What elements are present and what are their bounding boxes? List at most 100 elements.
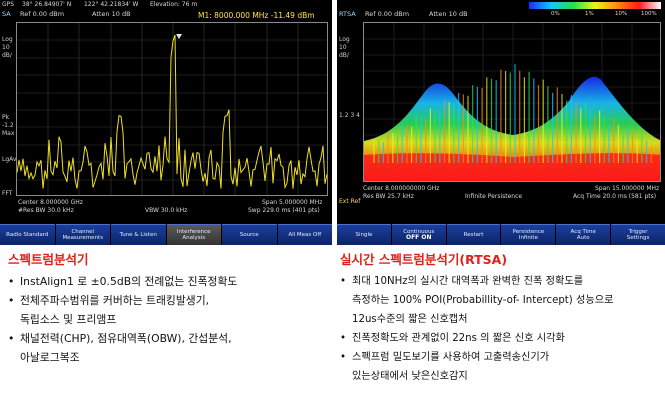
- density-spikes: [373, 64, 652, 163]
- softkey-label: Acq Time: [570, 229, 596, 235]
- feature-item: 채널전력(CHP), 점유대역폭(OBW), 간섭분석, 아날로그복조: [8, 329, 237, 367]
- softkey-persistence[interactable]: Persistence Infinite: [501, 224, 556, 245]
- sa-header-bar: SA Ref 0.00 dBm Atten 10 dB M1: 8000.000…: [0, 10, 332, 20]
- side-label: 10: [2, 44, 10, 51]
- softkey-acq-time[interactable]: Acq Time Auto: [556, 224, 611, 245]
- softkey-value: OFF ON: [405, 234, 432, 241]
- feature-text: 아날로그복조: [20, 351, 80, 364]
- sweep-time: Swp 229.0 ms (401 pts): [248, 207, 320, 214]
- softkey-trigger[interactable]: Trigger Settings: [611, 224, 665, 245]
- side-label: dB/: [339, 52, 349, 59]
- side-label: -1.2 4: [2, 122, 20, 129]
- feature-item: 전체주파수범위를 커버하는 트래킹발생기, 독립소스 및 프리앰프: [8, 291, 237, 329]
- persistence-mode: Infinite Persistence: [465, 193, 523, 200]
- attenuation: Atten 10 dB: [429, 10, 468, 18]
- sa-side-labels: Log 10 dB/ Pk -1.2 4 Max LgAv FFT: [2, 36, 19, 198]
- center-frequency: Center 8.000000000 GHz: [363, 185, 440, 192]
- marker-diamond-icon: [176, 34, 182, 39]
- side-label: Max: [2, 130, 15, 137]
- gps-elevation: Elevation: 76 m: [150, 1, 198, 8]
- left-feature-list: InstAlign1 로 ±0.5dB의 전례없는 진폭정확도 전체주파수범위를…: [8, 272, 237, 367]
- left-caption-title: 스펙트럼분석기: [8, 252, 89, 267]
- side-label: Log: [339, 36, 350, 43]
- feature-text: 있는상태에서 낮은신호감지: [352, 371, 468, 382]
- side-label: FFT: [2, 190, 13, 197]
- softkey-continuous[interactable]: Continuous OFF ON: [391, 224, 446, 245]
- frequency-span: Span 5.000000 MHz: [262, 199, 323, 206]
- sa-trace-plot[interactable]: [16, 22, 328, 196]
- ext-ref-indicator: Ext Ref: [339, 198, 361, 205]
- mode-label: RTSA: [339, 10, 356, 18]
- resolution-bandwidth: Res BW 25.7 kHz: [363, 193, 414, 200]
- spectrum-analyzer-screen: GPS 38° 26.84907' N 122° 42.21834' W Ele…: [0, 0, 332, 245]
- softkey-label: All Meas Off: [288, 232, 322, 238]
- ref-level: Ref 0.00 dBm: [20, 10, 65, 18]
- softkey-interference-analysis[interactable]: Interference Analysis: [166, 224, 221, 245]
- softkey-source[interactable]: Source: [222, 224, 277, 245]
- side-label: Pk: [2, 114, 10, 121]
- feature-text: 측정하는 100% POI(Probabillity-of- Intercept…: [352, 295, 614, 306]
- feature-text: 스펙프럼 밀도보기를 사용하여 고출력송신기가: [352, 352, 550, 363]
- softkey-value: Settings: [626, 235, 650, 241]
- rtsa-header-bar: RTSA Ref 0.00 dBm Atten 10 dB: [337, 10, 665, 20]
- sa-footer-2: #Res BW 30.0 kHz VBW 30.0 kHz Swp 229.0 …: [0, 207, 332, 216]
- gps-label: GPS: [2, 1, 15, 8]
- rtsa-density-plot[interactable]: [363, 22, 661, 182]
- side-label: Log: [2, 36, 13, 43]
- feature-item: 진폭정확도와 관계없이 22ns 의 짧은 신호 시각화: [340, 329, 614, 348]
- feature-text: 독립소스 및 프리앰프: [20, 313, 117, 326]
- side-label: 1.2 3 4: [339, 112, 360, 119]
- feature-text: 12us수준의 짧은 신호캡처: [352, 314, 468, 325]
- softkey-tune-listen[interactable]: Tune & Listen: [111, 224, 166, 245]
- frequency-span: Span 15.000000 MHz: [595, 185, 660, 192]
- legend-label: 1%: [585, 11, 594, 17]
- softkey-label: Trigger: [628, 229, 648, 235]
- attenuation: Atten 10 dB: [92, 10, 131, 18]
- resolution-bandwidth: #Res BW 30.0 kHz: [18, 207, 74, 214]
- feature-item: InstAlign1 로 ±0.5dB의 전례없는 진폭정확도: [8, 272, 237, 291]
- softkey-single[interactable]: Single: [337, 224, 391, 245]
- legend-gradient: [529, 2, 661, 9]
- legend-label: 0%: [551, 11, 560, 17]
- softkey-value: Infinite: [518, 235, 538, 241]
- softkey-radio-standard[interactable]: Radio Standard: [0, 224, 55, 245]
- softkey-restart[interactable]: Restart: [446, 224, 501, 245]
- sa-trace-svg: [17, 23, 327, 195]
- side-label: dB/: [2, 52, 12, 59]
- video-bandwidth: VBW 30.0 kHz: [145, 207, 188, 214]
- softkey-label: Channel Measurements: [62, 229, 104, 241]
- feature-text: 최대 10NHz의 실시간 대역폭과 완벽한 진폭 정확도를: [352, 276, 584, 287]
- softkey-value: Auto: [576, 235, 590, 241]
- gps-latitude: 38° 26.84907' N: [22, 1, 72, 8]
- feature-text: 진폭정확도와 관계없이 22ns 의 짧은 신호 시각화: [352, 333, 565, 344]
- gps-longitude: 122° 42.21834' W: [84, 1, 139, 8]
- softkey-label: Source: [239, 232, 259, 238]
- softkey-label: Tune & Listen: [119, 232, 157, 238]
- softkey-label: Radio Standard: [6, 232, 49, 238]
- softkey-label: Interference Analysis: [176, 229, 211, 241]
- rtsa-screen: RTSA Ref 0.00 dBm Atten 10 dB 0% 1% 10% …: [337, 0, 665, 245]
- sa-footer-1: Center 8.000000 GHz Span 5.000000 MHz: [0, 199, 332, 208]
- marker-readout: M1: 8000.000 MHz -11.49 dBm: [198, 11, 315, 20]
- rtsa-softkey-bar: Single Continuous OFF ON Restart Persiste…: [337, 224, 665, 245]
- softkey-channel-measurements[interactable]: Channel Measurements: [55, 224, 110, 245]
- right-caption-title: 실시간 스펙트럼분석기(RTSA): [340, 252, 508, 267]
- softkey-label: Restart: [463, 232, 484, 238]
- density-floor: [364, 153, 660, 181]
- center-frequency: Center 8.000000 GHz: [18, 199, 83, 206]
- mode-label: SA: [2, 10, 11, 18]
- feature-text: InstAlign1 로 ±0.5dB의 전례없는 진폭정확도: [20, 275, 238, 288]
- rtsa-density-svg: [364, 23, 660, 181]
- feature-text: 전체주파수범위를 커버하는 트래킹발생기,: [20, 294, 210, 307]
- softkey-all-meas-off[interactable]: All Meas Off: [277, 224, 332, 245]
- softkey-label: Single: [355, 232, 373, 238]
- sa-softkey-bar: Radio Standard Channel Measurements Tune…: [0, 224, 332, 245]
- softkey-label: Continuous: [403, 229, 435, 235]
- feature-text: 채널전력(CHP), 점유대역폭(OBW), 간섭분석,: [20, 332, 232, 345]
- acquisition-time: Acq Time 20.0 ms (581 pts): [573, 193, 657, 200]
- softkey-label: Persistence: [512, 229, 545, 235]
- ref-level: Ref 0.00 dBm: [365, 10, 410, 18]
